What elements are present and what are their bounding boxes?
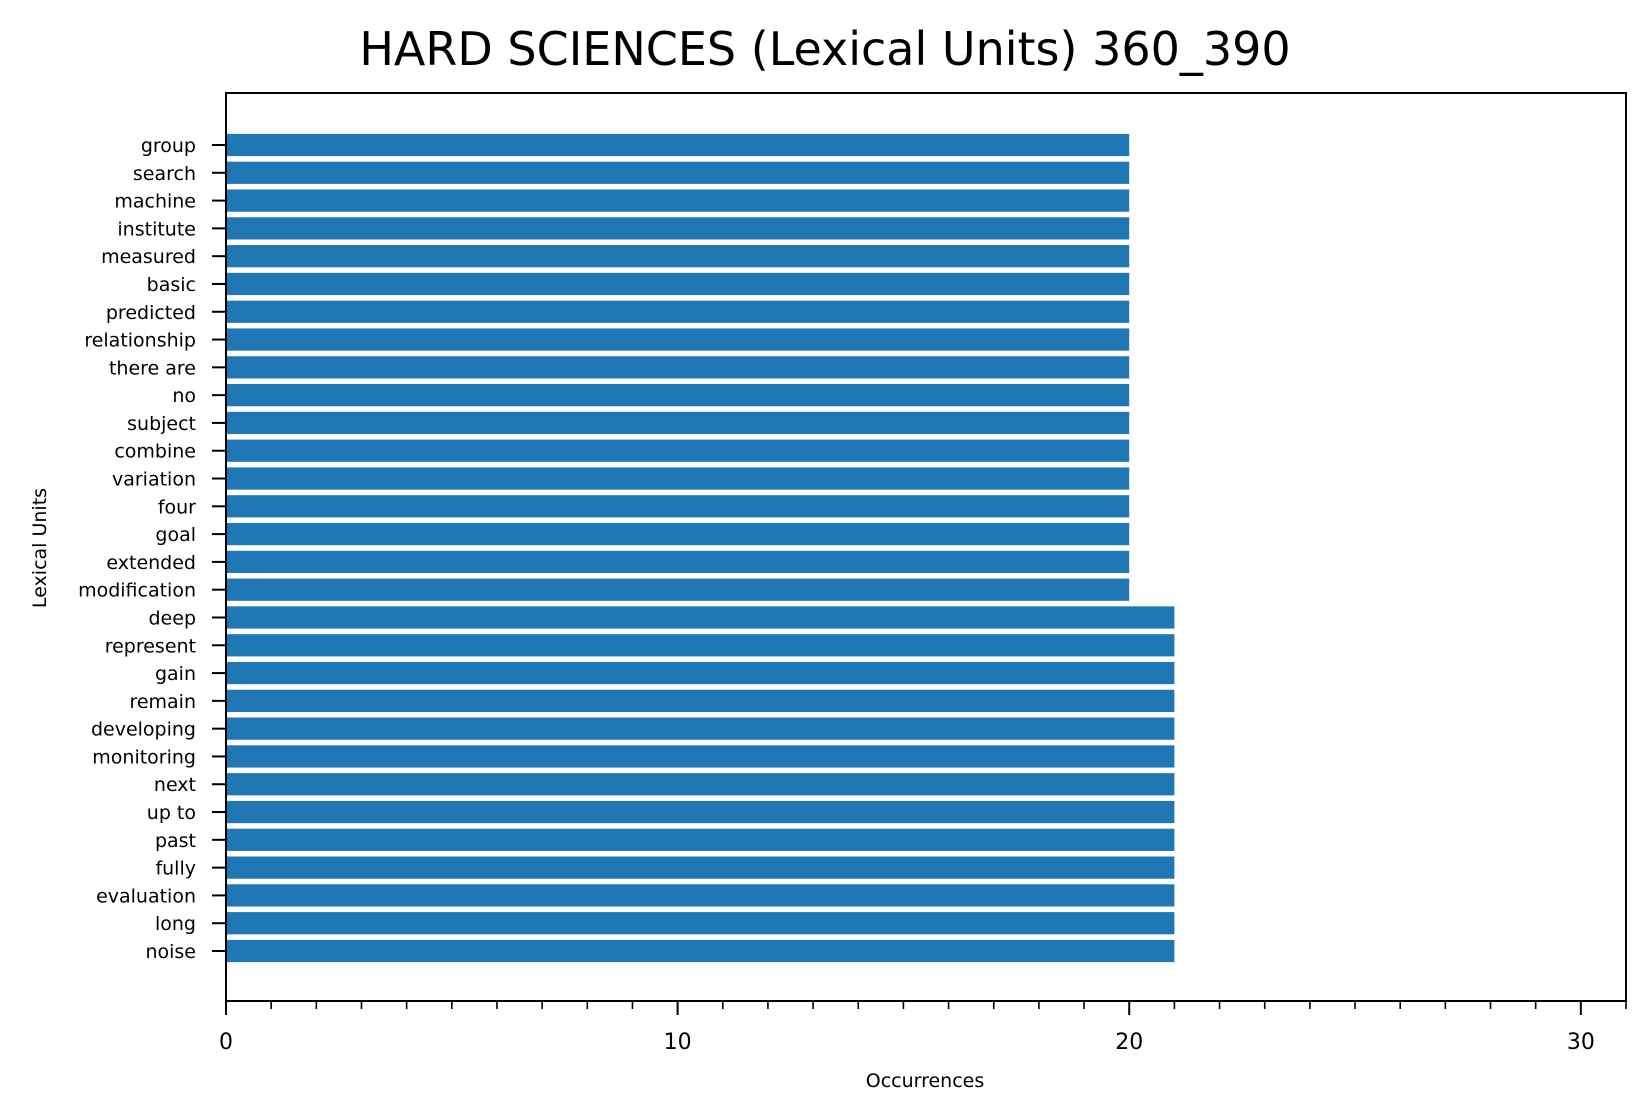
y-tick-label: relationship <box>84 330 196 352</box>
y-axis-label: Lexical Units <box>29 487 51 609</box>
bar-four <box>226 495 1130 518</box>
y-tick-label: combine <box>114 441 196 463</box>
y-tick-label: variation <box>112 469 196 491</box>
y-tick-label: basic <box>147 274 196 296</box>
y-tick-label: no <box>172 385 196 407</box>
y-axis: group search machine institute measured basic… <box>78 135 226 963</box>
bar-measured <box>226 245 1130 268</box>
bar-past <box>226 828 1175 851</box>
y-tick-label: up to <box>147 802 196 824</box>
y-tick-label: group <box>141 135 196 157</box>
y-tick-label: long <box>155 913 196 935</box>
y-tick-label: gain <box>155 663 196 685</box>
bar-goal <box>226 522 1130 546</box>
bars-group <box>226 133 1175 963</box>
y-tick-label: next <box>154 774 196 796</box>
y-tick-label: subject <box>127 413 196 435</box>
y-tick-label: modification <box>78 580 196 602</box>
bar-extended <box>226 550 1130 574</box>
y-tick-label: search <box>133 163 196 185</box>
bar-remain <box>226 689 1175 712</box>
bar-deep <box>226 606 1175 629</box>
x-tick-label: 0 <box>219 1030 233 1055</box>
bar-subject <box>226 411 1130 435</box>
bar-search <box>226 161 1130 184</box>
bar-next <box>226 773 1175 796</box>
y-tick-label: four <box>158 496 196 518</box>
bar-variation <box>226 467 1130 490</box>
bar-group <box>226 133 1130 157</box>
y-tick-label: there are <box>109 357 196 379</box>
y-tick-label: developing <box>91 719 196 741</box>
y-tick-label: deep <box>149 607 197 629</box>
bar-institute <box>226 217 1130 240</box>
bar-fully <box>226 856 1175 879</box>
y-tick-label: institute <box>117 218 196 240</box>
bar-there-are <box>226 356 1130 379</box>
bar-relationship <box>226 328 1130 351</box>
bar-combine <box>226 439 1130 462</box>
y-tick-label: goal <box>155 524 196 546</box>
bar-basic <box>226 272 1130 296</box>
x-tick-label: 20 <box>1115 1030 1143 1055</box>
bar-modification <box>226 578 1130 601</box>
bar-gain <box>226 661 1175 685</box>
bar-monitoring <box>226 745 1175 768</box>
bar-predicted <box>226 300 1130 323</box>
bar-no <box>226 384 1130 407</box>
bar-up-to <box>226 800 1175 824</box>
y-tick-label: predicted <box>106 302 196 324</box>
plot-frame <box>225 92 1627 1002</box>
x-axis: 0 10 20 30 <box>219 1001 1627 1055</box>
x-axis-label: Occurrences <box>865 1070 985 1092</box>
chart-title: HARD SCIENCES (Lexical Units) 360_390 <box>359 22 1291 76</box>
bar-noise <box>226 939 1175 963</box>
bar-represent <box>226 634 1175 657</box>
y-tick-label: fully <box>155 858 196 880</box>
y-tick-label: remain <box>129 691 196 713</box>
x-tick-label: 30 <box>1567 1030 1595 1055</box>
bar-developing <box>226 717 1175 740</box>
bar-long <box>226 912 1175 935</box>
y-tick-label: extended <box>106 552 196 574</box>
y-tick-label: machine <box>114 191 196 213</box>
bar-evaluation <box>226 884 1175 907</box>
y-tick-label: evaluation <box>96 885 196 907</box>
y-tick-label: noise <box>145 941 196 963</box>
bar-machine <box>226 189 1130 212</box>
x-tick-label: 10 <box>664 1030 692 1055</box>
y-tick-label: represent <box>105 635 196 657</box>
y-tick-label: measured <box>101 246 196 268</box>
y-tick-label: monitoring <box>92 746 196 768</box>
y-tick-label: past <box>155 830 196 852</box>
